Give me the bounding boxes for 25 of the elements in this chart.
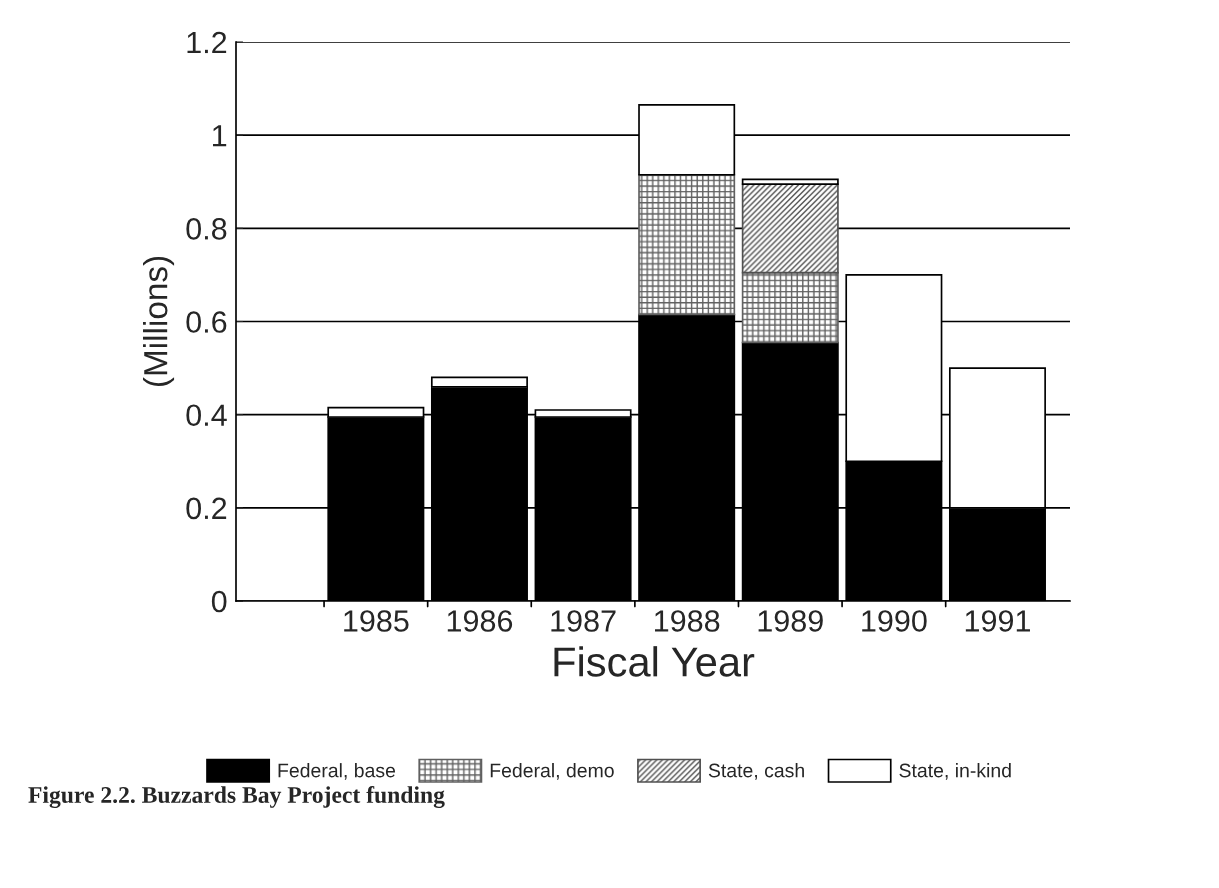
y-tick-label: 0.2 [186,497,227,520]
y-tick-label: 0 [211,590,227,613]
legend-label: Federal, base [278,763,396,780]
bar [741,178,839,185]
bar [638,173,736,316]
y-tick-label: 1 [213,125,227,147]
y-axis-title: (Millions) [143,256,175,387]
y-tick-label: 0.4 [186,404,227,427]
x-axis-title: Fiscal Year [554,646,755,677]
x-tick-label: 1991 [965,610,1030,632]
x-tick-label: 1987 [551,610,616,632]
y-tick-label: 1.2 [187,31,227,54]
x-tick-label: 1985 [344,610,409,632]
x-tick-label: 1989 [758,610,823,632]
y-tick-label: 0.8 [186,218,227,240]
x-tick-label: 1986 [447,610,513,632]
y-tick-label: 0.6 [186,311,227,333]
bar [741,183,839,274]
text: Figure 2.2. Buzzards Bay Project funding [28,786,445,808]
legend-label: Federal, demo [490,763,614,780]
bar [741,271,839,344]
legend-label: State, cash [708,763,804,780]
legend-label: State, in-kind [899,763,1011,780]
x-tick-label: 1988 [655,610,720,632]
x-tick-label: 1990 [862,610,927,632]
